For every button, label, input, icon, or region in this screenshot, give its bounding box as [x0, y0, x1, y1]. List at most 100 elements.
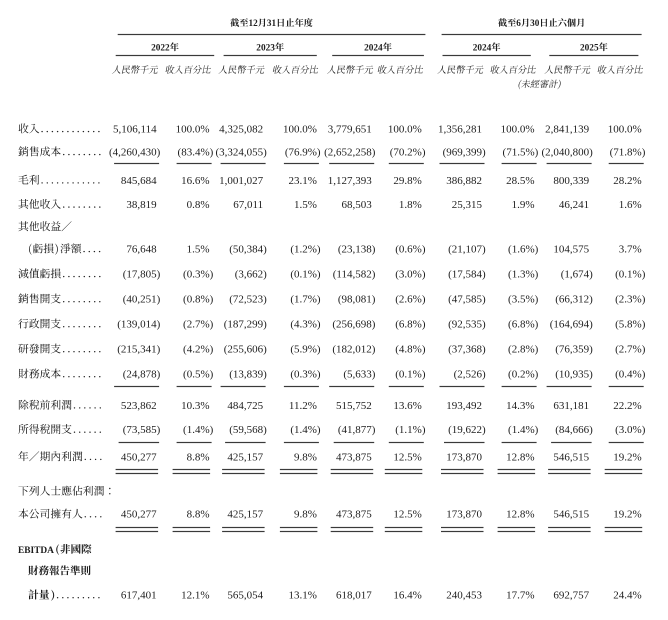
svg-text:31: 31: [267, 18, 277, 28]
svg-text:173,870: 173,870: [446, 509, 482, 521]
svg-text:76,648: 76,648: [126, 244, 157, 256]
svg-text:19.2%: 19.2%: [613, 451, 641, 463]
svg-text:(0.1%): (0.1%): [395, 369, 426, 381]
svg-text:(1.4%): (1.4%): [290, 424, 321, 436]
svg-text:(139,014): (139,014): [117, 319, 160, 331]
svg-text:173,870: 173,870: [446, 451, 482, 463]
svg-text:100.0%: 100.0%: [608, 124, 642, 136]
svg-text:(40,251): (40,251): [123, 294, 161, 306]
svg-text:515,752: 515,752: [336, 400, 372, 412]
svg-text:(2,652,258): (2,652,258): [324, 147, 376, 159]
svg-text:8.8%: 8.8%: [187, 509, 210, 521]
svg-text:(114,582): (114,582): [333, 269, 376, 281]
svg-text:(3,662): (3,662): [235, 269, 267, 281]
svg-text:1.5%: 1.5%: [294, 199, 317, 211]
svg-text:4,325,082: 4,325,082: [219, 124, 263, 136]
svg-text:12.8%: 12.8%: [506, 451, 534, 463]
svg-text:(3,324,055): (3,324,055): [215, 147, 267, 159]
svg-text:EBITDA: EBITDA: [18, 546, 54, 556]
svg-text:(0.6%): (0.6%): [395, 244, 426, 256]
svg-text:104,575: 104,575: [553, 244, 589, 256]
svg-text:(164,694): (164,694): [550, 319, 593, 331]
svg-text:1,356,281: 1,356,281: [438, 124, 482, 136]
svg-text:(255,606): (255,606): [224, 344, 267, 356]
svg-text:(0.8%): (0.8%): [183, 294, 214, 306]
svg-text:(1.4%): (1.4%): [183, 424, 214, 436]
svg-text:617,401: 617,401: [121, 590, 157, 602]
svg-text:5,106,114: 5,106,114: [113, 124, 157, 136]
svg-text:425,157: 425,157: [227, 451, 263, 463]
svg-text:12.5%: 12.5%: [393, 451, 421, 463]
svg-text:12.8%: 12.8%: [506, 509, 534, 521]
svg-text:(1.7%): (1.7%): [290, 294, 321, 306]
svg-text:386,882: 386,882: [446, 175, 482, 187]
svg-text:(182,012): (182,012): [332, 344, 375, 356]
svg-text:(73,585): (73,585): [123, 424, 161, 436]
svg-text:(0.1%): (0.1%): [290, 269, 321, 281]
svg-text:(6.8%): (6.8%): [508, 319, 539, 331]
svg-text:(5.8%): (5.8%): [615, 319, 646, 331]
svg-text:(5.9%): (5.9%): [290, 344, 321, 356]
svg-text:14.3%: 14.3%: [506, 400, 534, 412]
svg-text:240,453: 240,453: [446, 590, 482, 602]
svg-text:100.0%: 100.0%: [388, 124, 422, 136]
svg-text:(17,584): (17,584): [448, 269, 486, 281]
svg-text:(1,674): (1,674): [561, 269, 593, 281]
svg-text:2,841,139: 2,841,139: [545, 124, 590, 136]
svg-text:(4.2%): (4.2%): [183, 344, 214, 356]
svg-text:(84,666): (84,666): [555, 424, 593, 436]
svg-text:(76.9%): (76.9%): [285, 147, 321, 159]
svg-text:(76,359): (76,359): [555, 344, 593, 356]
svg-text:(2.7%): (2.7%): [183, 319, 214, 331]
svg-text:618,017: 618,017: [336, 590, 372, 602]
svg-text:473,875: 473,875: [336, 451, 372, 463]
svg-text:(66,312): (66,312): [555, 294, 593, 306]
svg-text:(3.0%): (3.0%): [615, 424, 646, 436]
svg-text:(0.3%): (0.3%): [183, 269, 214, 281]
svg-text:(41,877): (41,877): [338, 424, 376, 436]
svg-text:100.0%: 100.0%: [283, 124, 317, 136]
svg-text:(19,622): (19,622): [448, 424, 486, 436]
svg-text:473,875: 473,875: [336, 509, 372, 521]
svg-text:0.8%: 0.8%: [187, 199, 210, 211]
svg-text:450,277: 450,277: [121, 451, 157, 463]
svg-text:29.8%: 29.8%: [393, 175, 421, 187]
svg-text:(969,399): (969,399): [443, 147, 486, 159]
svg-text:3,779,651: 3,779,651: [328, 124, 372, 136]
svg-text:(2.8%): (2.8%): [508, 344, 539, 356]
svg-text:(17,805): (17,805): [123, 269, 161, 281]
svg-text:(71.8%): (71.8%): [610, 147, 646, 159]
svg-text:(1.2%): (1.2%): [290, 244, 321, 256]
svg-text:(4.3%): (4.3%): [290, 319, 321, 331]
svg-text:(0.4%): (0.4%): [615, 369, 646, 381]
svg-text:(70.2%): (70.2%): [390, 147, 426, 159]
svg-text:(2,040,800): (2,040,800): [541, 147, 593, 159]
svg-text:2022: 2022: [151, 43, 170, 53]
svg-text:30: 30: [530, 18, 540, 28]
svg-text:(2,526): (2,526): [454, 369, 486, 381]
svg-text:(92,535): (92,535): [448, 319, 486, 331]
svg-text:12.1%: 12.1%: [181, 590, 209, 602]
svg-text:(50,384): (50,384): [229, 244, 267, 256]
svg-text:450,277: 450,277: [121, 509, 157, 521]
svg-text:9.8%: 9.8%: [294, 509, 317, 521]
svg-text:(6.8%): (6.8%): [395, 319, 426, 331]
svg-text:692,757: 692,757: [553, 590, 589, 602]
svg-text:(24,878): (24,878): [123, 369, 161, 381]
svg-text:100.0%: 100.0%: [501, 124, 535, 136]
svg-text:100.0%: 100.0%: [176, 124, 210, 136]
svg-text:28.5%: 28.5%: [506, 175, 534, 187]
svg-text:13.6%: 13.6%: [393, 400, 421, 412]
svg-text:193,492: 193,492: [446, 400, 482, 412]
svg-text:(59,568): (59,568): [229, 424, 267, 436]
svg-text:425,157: 425,157: [227, 509, 263, 521]
svg-text:(0.3%): (0.3%): [290, 369, 321, 381]
svg-text:16.6%: 16.6%: [181, 175, 209, 187]
svg-text:2023: 2023: [256, 43, 275, 53]
svg-text:(71.5%): (71.5%): [503, 147, 539, 159]
svg-text:1.8%: 1.8%: [399, 199, 422, 211]
svg-text:(1.4%): (1.4%): [508, 424, 539, 436]
svg-text:(1.6%): (1.6%): [508, 244, 539, 256]
svg-text:(3.0%): (3.0%): [395, 269, 426, 281]
svg-text:(5,633): (5,633): [343, 369, 375, 381]
